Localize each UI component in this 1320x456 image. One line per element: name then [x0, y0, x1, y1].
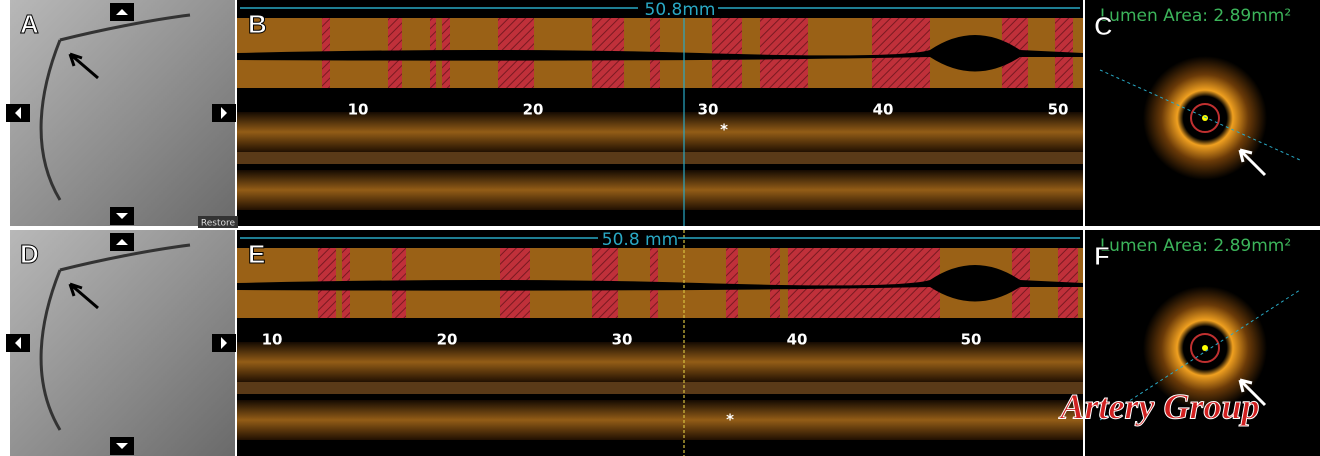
- stripe: [726, 248, 738, 318]
- marker: *: [726, 411, 734, 429]
- restore-button: Restore: [201, 219, 236, 229]
- panel-label: B: [248, 9, 267, 39]
- panel-label: F: [1094, 241, 1110, 271]
- depth-tick: 10: [262, 331, 283, 349]
- depth-tick: 20: [523, 101, 544, 119]
- stripe: [760, 18, 808, 88]
- depth-tick: 30: [612, 331, 633, 349]
- lumen-area: Lumen Area: 2.89mm²: [1100, 6, 1291, 26]
- length-label: 50.8 mm: [602, 230, 678, 250]
- catheter-dot: [1202, 115, 1208, 121]
- stripe: [712, 18, 742, 88]
- depth-tick: 40: [873, 101, 894, 119]
- figure: A50.8mm1020304050*BLumen Area: 2.89mm²CD…: [0, 0, 1320, 456]
- oct-lower: [237, 400, 1083, 440]
- panel-label: E: [248, 239, 265, 269]
- depth-tick: 50: [1048, 101, 1069, 119]
- panel-label: D: [20, 239, 39, 269]
- angiogram: [10, 0, 235, 226]
- panel-label: C: [1094, 11, 1113, 41]
- catheter: [237, 152, 1083, 164]
- depth-tick: 10: [348, 101, 369, 119]
- depth-tick: 30: [698, 101, 719, 119]
- oct-upper: [237, 342, 1083, 382]
- marker: *: [720, 121, 728, 139]
- watermark: Artery Group: [1058, 386, 1259, 426]
- depth-tick: 20: [437, 331, 458, 349]
- panel-label: A: [20, 9, 39, 39]
- angiogram: [10, 230, 235, 456]
- depth-tick: 40: [787, 331, 808, 349]
- depth-tick: 50: [961, 331, 982, 349]
- catheter: [237, 382, 1083, 394]
- oct-lower: [237, 170, 1083, 210]
- lumen-area: Lumen Area: 2.89mm²: [1100, 236, 1291, 256]
- length-label: 50.8mm: [645, 0, 716, 20]
- stripe: [770, 248, 780, 318]
